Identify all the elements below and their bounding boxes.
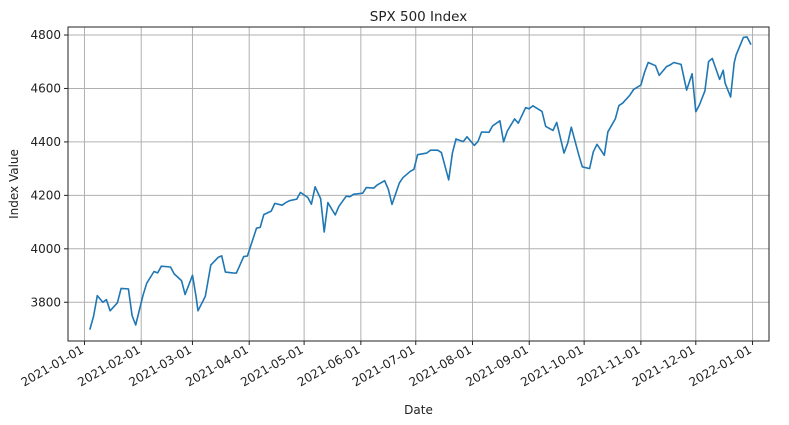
y-tick-label: 4200 bbox=[30, 188, 61, 202]
y-tick-label: 4400 bbox=[30, 135, 61, 149]
grid-layer bbox=[68, 27, 769, 341]
x-tick-label: 2021-05-01 bbox=[238, 342, 305, 389]
series-layer bbox=[89, 36, 752, 330]
y-tick-label: 4800 bbox=[30, 28, 61, 42]
y-tick-label: 4600 bbox=[30, 81, 61, 95]
x-tick-label: 2021-12-01 bbox=[630, 342, 697, 389]
y-tick-label: 4000 bbox=[30, 242, 61, 256]
x-tick-label: 2022-01-01 bbox=[687, 342, 754, 389]
y-axis-label: Index Value bbox=[7, 149, 21, 219]
series-line bbox=[89, 36, 752, 330]
x-tick-label: 2021-01-01 bbox=[19, 342, 86, 389]
chart-title: SPX 500 Index bbox=[370, 9, 467, 25]
x-tick-label: 2021-07-01 bbox=[350, 342, 417, 389]
plot-frame bbox=[67, 26, 770, 342]
y-tick-label: 3800 bbox=[30, 295, 61, 309]
tick-layer: 3800 4000 4200 4400 4600 4800 2021-01-01 2021-0… bbox=[19, 28, 754, 389]
x-tick-label: 2021-08-01 bbox=[407, 342, 474, 389]
x-tick-label: 2021-10-01 bbox=[518, 342, 585, 389]
x-axis-label: Date bbox=[404, 403, 433, 417]
